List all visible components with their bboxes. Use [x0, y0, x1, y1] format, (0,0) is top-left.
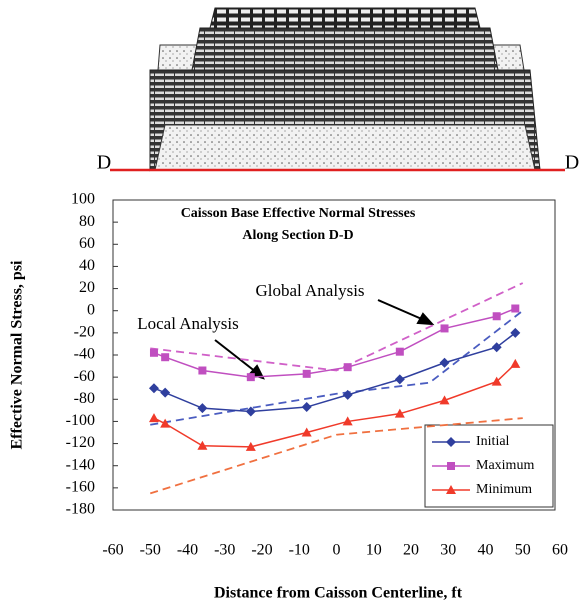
- marker: [245, 441, 256, 451]
- marker: [245, 406, 256, 417]
- section-label: D: [565, 152, 579, 174]
- x-tick-label: -10: [289, 542, 310, 559]
- x-tick-label: 30: [440, 542, 456, 559]
- x-tick-label: 40: [478, 542, 494, 559]
- marker: [301, 427, 312, 437]
- marker: [394, 408, 405, 418]
- y-tick-label: -80: [74, 390, 95, 407]
- x-tick-label: -50: [140, 542, 161, 559]
- caisson-diagram: D D: [97, 7, 579, 174]
- x-tick-label: 10: [366, 542, 382, 559]
- marker: [439, 357, 450, 368]
- marker: [492, 312, 501, 321]
- marker: [491, 376, 502, 386]
- section-label: D: [97, 152, 111, 174]
- legend-label: Minimum: [476, 482, 532, 497]
- y-tick-label: -20: [74, 324, 95, 341]
- x-tick-label: 60: [552, 542, 568, 559]
- marker: [197, 440, 208, 450]
- chart-subtitle: Along Section D-D: [242, 228, 353, 243]
- marker: [343, 363, 352, 372]
- marker: [149, 348, 158, 357]
- marker: [394, 374, 405, 385]
- marker: [301, 402, 312, 413]
- marker: [440, 324, 449, 333]
- x-tick-label: -60: [102, 542, 123, 559]
- marker: [160, 387, 171, 398]
- y-tick-label: 0: [87, 301, 95, 318]
- marker: [161, 353, 170, 362]
- y-tick-label: 80: [79, 213, 95, 230]
- legend-label: Maximum: [476, 458, 534, 473]
- series-line: [153, 332, 516, 413]
- envelope-line: [150, 310, 524, 426]
- x-tick-label: -30: [214, 542, 235, 559]
- x-tick-label: 0: [333, 542, 341, 559]
- marker: [447, 462, 455, 470]
- y-tick-label: -60: [74, 368, 95, 385]
- marker: [510, 327, 521, 338]
- marker: [395, 347, 404, 356]
- annotation-arrows: [214, 299, 435, 380]
- marker: [446, 485, 456, 494]
- marker: [302, 369, 311, 378]
- envelope-line: [149, 417, 523, 495]
- marker: [446, 437, 456, 447]
- marker: [491, 342, 502, 353]
- marker: [148, 413, 159, 423]
- marker: [342, 389, 353, 400]
- annotation: Global Analysis: [255, 281, 364, 300]
- y-tick-label: 60: [79, 235, 95, 252]
- marker: [160, 418, 171, 428]
- x-tick-label: 50: [515, 542, 531, 559]
- y-tick-label: -120: [66, 434, 95, 451]
- x-tick-label: 20: [403, 542, 419, 559]
- y-tick-label: -160: [66, 479, 95, 496]
- y-tick-label: 40: [79, 257, 95, 274]
- marker: [439, 395, 450, 405]
- x-axis-label: Distance from Caisson Centerline, ft: [214, 585, 463, 602]
- marker: [342, 416, 353, 426]
- y-tick-label: -140: [66, 456, 95, 473]
- series-line: [153, 363, 516, 448]
- x-tick-label: -40: [177, 542, 198, 559]
- x-tick-label: -20: [251, 542, 272, 559]
- marker: [198, 366, 207, 375]
- annotation: Local Analysis: [137, 314, 239, 333]
- y-tick-label: -40: [74, 346, 95, 363]
- marker: [148, 383, 159, 394]
- marker: [246, 373, 255, 382]
- marker: [197, 403, 208, 414]
- y-axis-label: Effective Normal Stress, psi: [9, 260, 26, 450]
- y-tick-label: 100: [71, 191, 95, 208]
- y-tick-label: 20: [79, 279, 95, 296]
- envelope-line: [150, 282, 524, 372]
- marker: [510, 358, 521, 368]
- legend-label: Initial: [476, 434, 510, 449]
- marker: [511, 304, 520, 313]
- series-line: [153, 307, 516, 378]
- y-tick-label: -100: [66, 412, 95, 429]
- y-tick-label: -180: [66, 501, 95, 518]
- chart-title: Caisson Base Effective Normal Stresses: [181, 206, 416, 221]
